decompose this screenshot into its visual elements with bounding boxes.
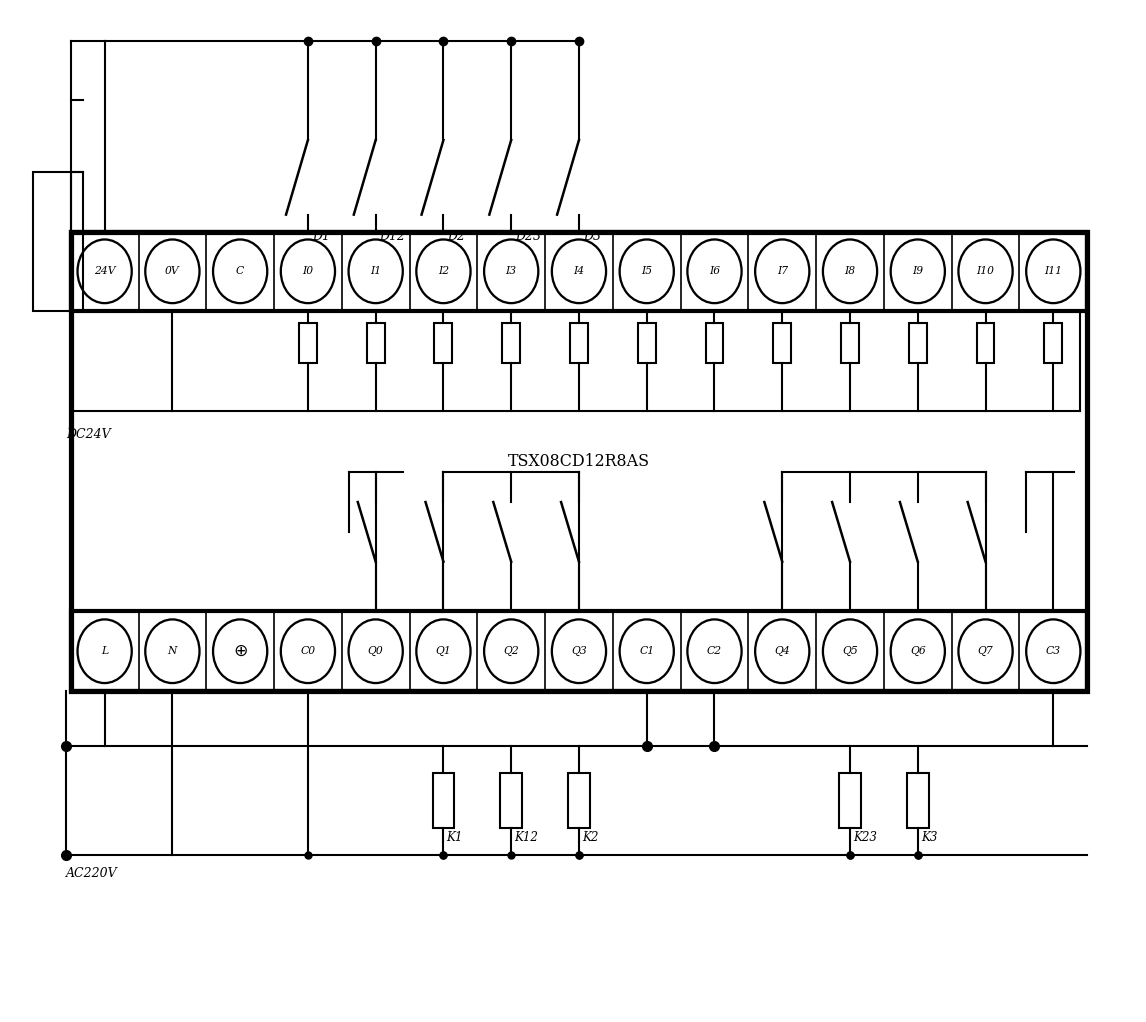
Bar [909, 323, 927, 363]
Bar [71, 611, 1088, 691]
Text: D1: D1 [312, 230, 330, 242]
Text: I5: I5 [641, 267, 652, 276]
Text: DC24V: DC24V [65, 428, 110, 442]
Text: K3: K3 [920, 831, 937, 844]
Bar [906, 773, 928, 828]
Text: AC220V: AC220V [65, 867, 117, 880]
Bar [570, 323, 588, 363]
Text: K1: K1 [447, 831, 463, 844]
Text: I9: I9 [912, 267, 924, 276]
Text: D12: D12 [379, 230, 406, 242]
Text: Q0: Q0 [368, 646, 384, 656]
Text: I3: I3 [505, 267, 517, 276]
Text: I1: I1 [370, 267, 382, 276]
Text: Q3: Q3 [571, 646, 587, 656]
Text: I4: I4 [573, 267, 584, 276]
Text: Q6: Q6 [910, 646, 926, 656]
Bar [367, 323, 385, 363]
Text: K2: K2 [582, 831, 598, 844]
Text: C: C [236, 267, 244, 276]
Text: Q4: Q4 [775, 646, 790, 656]
Text: I11: I11 [1044, 267, 1062, 276]
Bar [33, 172, 83, 311]
Bar [71, 232, 1088, 691]
Bar [774, 323, 791, 363]
Text: D3: D3 [583, 230, 601, 242]
Text: Q1: Q1 [435, 646, 452, 656]
Text: I6: I6 [709, 267, 720, 276]
Bar [299, 323, 316, 363]
Bar [839, 773, 861, 828]
Bar [501, 773, 523, 828]
Bar [432, 773, 454, 828]
Text: I7: I7 [777, 267, 787, 276]
Text: N: N [167, 646, 178, 656]
Text: I8: I8 [845, 267, 856, 276]
Text: D2: D2 [447, 230, 465, 242]
Text: D23: D23 [516, 230, 541, 242]
Text: 24V: 24V [94, 267, 116, 276]
Text: L: L [101, 646, 108, 656]
Text: Q5: Q5 [842, 646, 858, 656]
Bar [976, 323, 995, 363]
Bar [706, 323, 723, 363]
Bar [1044, 323, 1062, 363]
Text: TSX08CD12R8AS: TSX08CD12R8AS [508, 453, 650, 470]
Text: K12: K12 [515, 831, 539, 844]
Text: Q2: Q2 [503, 646, 519, 656]
Text: K23: K23 [853, 831, 877, 844]
Text: I10: I10 [976, 267, 995, 276]
Bar [434, 323, 453, 363]
Text: C1: C1 [639, 646, 654, 656]
Bar [71, 232, 1088, 311]
Bar [638, 323, 656, 363]
Text: Q7: Q7 [978, 646, 994, 656]
Text: I0: I0 [303, 267, 314, 276]
Bar [568, 773, 590, 828]
Text: 0V: 0V [165, 267, 180, 276]
Bar [841, 323, 860, 363]
Text: C0: C0 [300, 646, 315, 656]
Text: ⊕: ⊕ [233, 642, 248, 660]
Text: C3: C3 [1046, 646, 1061, 656]
Text: I2: I2 [438, 267, 449, 276]
Bar [502, 323, 520, 363]
Text: C2: C2 [707, 646, 722, 656]
